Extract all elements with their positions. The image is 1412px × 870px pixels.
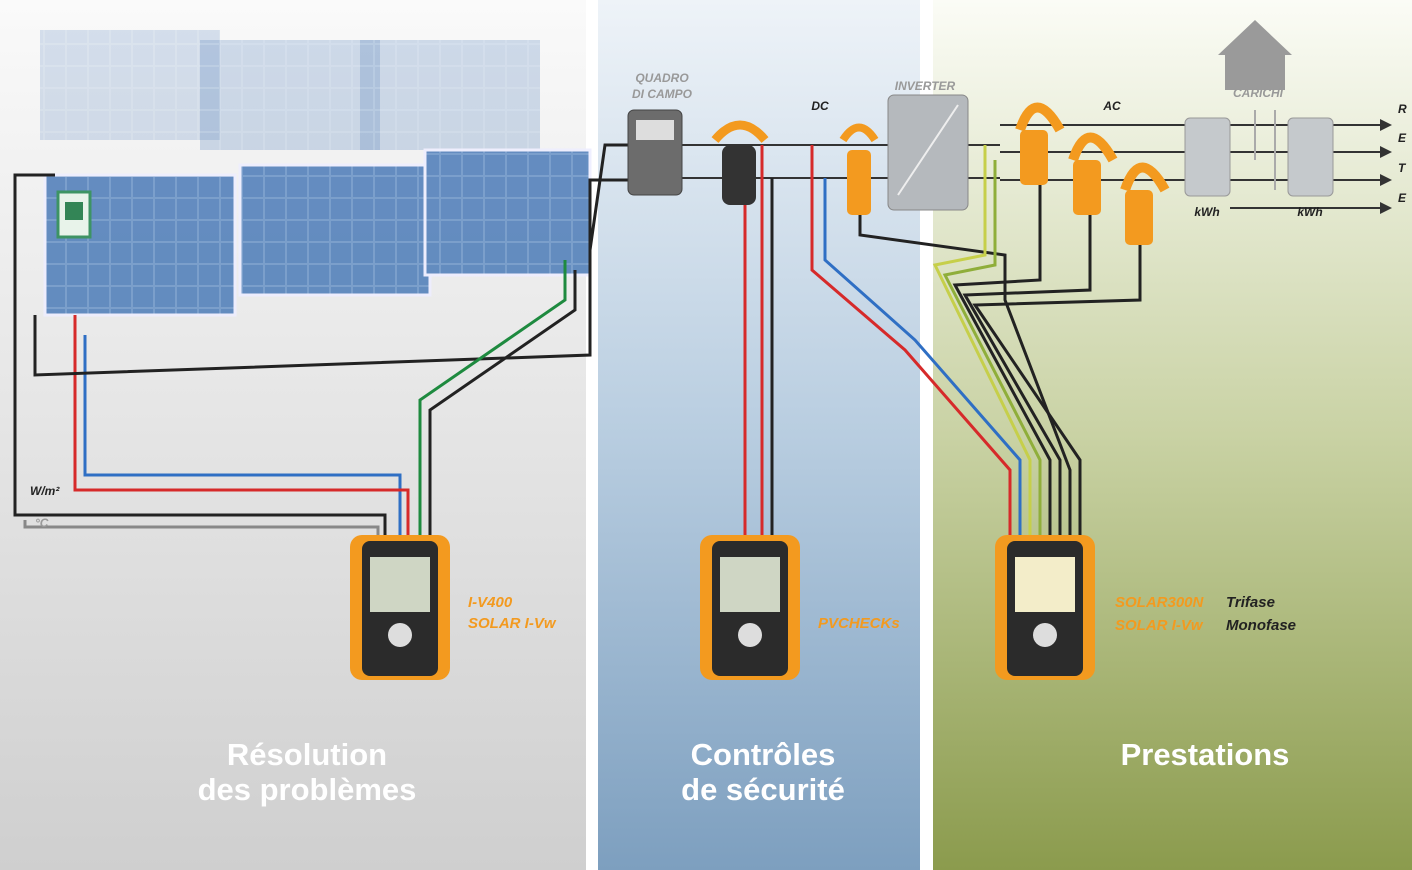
instrument-name: SOLAR I-Vw xyxy=(468,615,557,632)
dc-label: DC xyxy=(811,99,829,113)
ac-label: AC xyxy=(1102,99,1121,113)
section-title: Contrôles xyxy=(691,737,836,772)
field-box-label: DI CAMPO xyxy=(632,87,693,101)
grid-line-label: R xyxy=(1398,102,1407,116)
section-title: Résolution xyxy=(227,737,387,772)
section-title: des problèmes xyxy=(198,772,417,807)
sensor-label: °C xyxy=(35,516,49,530)
instrument-note: Trifase xyxy=(1226,594,1275,611)
section-title: Prestations xyxy=(1121,737,1290,772)
sensor-label: W/m² xyxy=(30,484,60,498)
loads-label: CARICHI xyxy=(1233,86,1284,100)
instrument-name: SOLAR I-Vw xyxy=(1115,617,1204,634)
diagram: QUADRO DI CAMPO DC INVERTER AC CARICHI R… xyxy=(0,0,1412,870)
instrument-note: Monofase xyxy=(1226,617,1296,634)
instrument-name: SOLAR300N xyxy=(1115,594,1205,611)
section-title: de sécurité xyxy=(681,772,845,807)
field-box-label: QUADRO xyxy=(635,71,689,85)
grid-line-label: E xyxy=(1398,131,1407,145)
grid-line-label: E xyxy=(1398,191,1407,205)
meter-label: kWh xyxy=(1297,205,1322,219)
instrument-name: PVCHECKs xyxy=(818,615,900,632)
instrument-name: I-V400 xyxy=(468,594,513,611)
inverter-label: INVERTER xyxy=(895,79,956,93)
meter-label: kWh xyxy=(1194,205,1219,219)
